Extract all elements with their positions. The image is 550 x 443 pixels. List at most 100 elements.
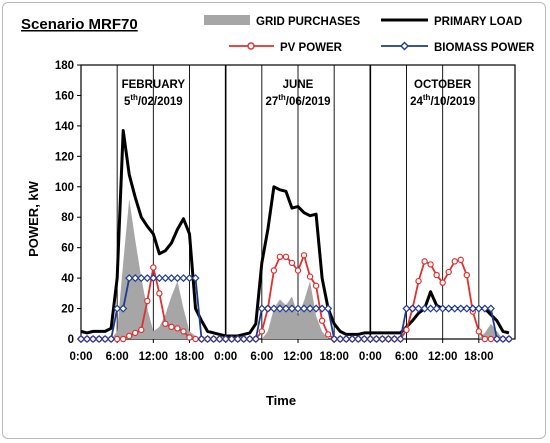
biomass-power-point [438,304,447,313]
pv-power-point [150,264,157,271]
pv-power-point [144,297,151,305]
x-tick-label: 0:00 [359,351,382,363]
biomass-power-point [426,304,435,313]
biomass-power-point [143,274,152,283]
biomass-power-point [131,274,140,283]
biomass-power-point [263,304,272,313]
y-tick-label: 120 [55,151,74,163]
biomass-power-point [330,334,339,344]
biomass-power-point [119,304,128,313]
pv-power-point [403,326,410,334]
x-tick-label: 6:00 [106,351,129,363]
pv-power-point [282,253,290,260]
pv-power-point [457,256,464,264]
pv-power-point [433,271,440,279]
biomass-power-point [107,334,116,344]
biomass-power-point [420,304,429,313]
biomass-power-point [293,304,303,313]
biomass-power-point [498,334,507,344]
x-tick-label: 6:00 [395,351,418,363]
biomass-power-point [414,304,423,313]
biomass-power-point [474,304,483,313]
pv-power-point [324,331,332,338]
biomass-power-point [306,304,315,313]
biomass-power-point [504,334,514,344]
pv-power-point [192,335,199,343]
x-tick-label: 18:00 [464,351,493,363]
biomass-power-point [125,274,134,283]
pv-power-point [463,271,470,279]
series-area-grid-purchases [81,198,509,339]
panel-month-label: OCTOBER [414,79,472,91]
biomass-power-point [179,274,188,283]
biomass-power-point [378,334,387,344]
pv-power-point [427,261,434,268]
plot-area: 0 20 40 60 80 100 120 140 160 180 0:00 6:00 12:00 18:… [55,60,516,363]
pv-power-point [180,328,187,335]
biomass-power-point [486,304,495,313]
biomass-power-point [287,304,297,313]
chart-svg: Scenario MRF70 GRID PURCHASES PRIMARY LO… [21,15,535,408]
pv-power-point [186,334,193,341]
y-tick-label: 80 [61,212,74,224]
y-axis-label: POWER, kW [26,180,41,257]
biomass-power-point [82,334,92,344]
biomass-power-point [366,334,375,344]
pv-power-point [132,329,139,337]
biomass-power-point [324,304,333,313]
y-tick-label: 20 [61,304,74,316]
biomass-power-point [275,304,284,313]
panel-date-label: 24th/10/2019 [410,93,475,108]
biomass-power-point [299,304,309,313]
biomass-power-point [492,334,501,344]
panel-month-label: JUNE [283,79,314,91]
biomass-power-point [113,304,122,313]
legend-label-grid-purchases: GRID PURCHASES [256,16,360,28]
pv-power-point [276,253,284,260]
biomass-power-point [408,304,417,313]
y-tick-label: 60 [61,243,74,255]
pv-power-point [168,323,175,331]
pv-power-point [318,317,326,324]
pv-power-point [475,328,483,335]
pv-power-point [126,332,133,340]
biomass-power-point [233,334,242,344]
pv-power-point [156,290,163,297]
y-tick-label: 140 [55,121,74,133]
biomass-power-point [396,334,405,344]
pv-power-point [162,320,169,327]
biomass-power-point [390,334,399,344]
biomass-power-point [444,304,453,313]
pv-power-point [300,252,308,259]
biomass-power-point [281,304,290,313]
x-tick-label: 0:00 [69,351,92,363]
biomass-power-point [137,274,146,283]
pv-power-point [270,267,278,274]
x-tick-label: 18:00 [175,351,204,363]
y-tick-label: 160 [55,90,74,102]
biomass-power-point [360,334,369,344]
biomass-power-point [251,334,260,344]
x-tick-label: 12:00 [428,351,457,363]
pv-power-point [113,335,121,343]
chart-frame: Scenario MRF70 GRID PURCHASES PRIMARY LO… [2,2,546,439]
biomass-power-point [336,334,345,344]
legend-label-biomass-power: BIOMASS POWER [434,42,535,54]
pv-power-point [439,279,446,286]
biomass-power-point [312,304,321,313]
biomass-power-point [95,334,104,344]
x-tick-label: 12:00 [139,351,168,363]
biomass-power-point [185,274,194,283]
biomass-power-point [342,334,351,344]
x-tick-label: 0:00 [214,351,237,363]
pv-power-point [487,335,495,343]
biomass-power-point [456,304,465,313]
biomass-power-point [372,334,381,344]
biomass-power-point [450,304,459,313]
biomass-power-point [480,304,489,313]
pv-power-point [288,259,296,267]
legend: GRID PURCHASES PRIMARY LOAD PV POWER BIO… [204,15,535,54]
legend-label-primary-load: PRIMARY LOAD [434,16,522,28]
y-tick-label: 180 [55,60,74,72]
biomass-power-point [269,304,278,313]
